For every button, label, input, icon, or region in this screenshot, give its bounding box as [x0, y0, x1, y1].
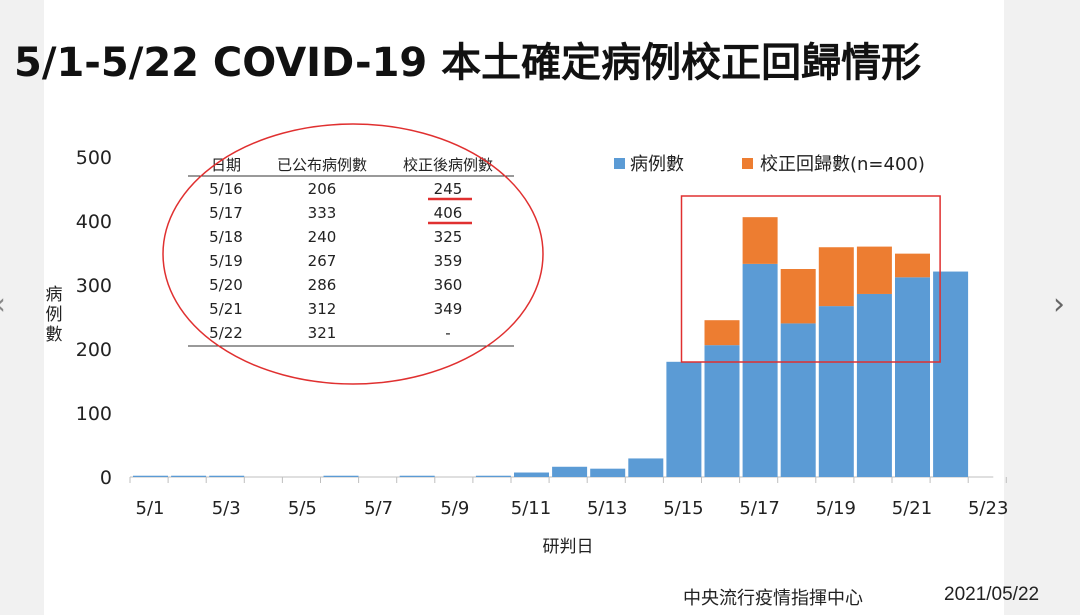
bar-cases-5-19 — [818, 306, 854, 477]
bar-cases-5-21 — [895, 277, 930, 477]
x-tick-label: 5/15 — [663, 498, 703, 519]
next-slide-button[interactable]: › — [1042, 275, 1076, 335]
footer-organization: 中央流行疫情指揮中心 — [683, 588, 863, 609]
table-cell: 359 — [434, 252, 463, 270]
table-cell: 5/21 — [209, 300, 243, 318]
table-cell: 321 — [308, 324, 337, 342]
bar-backlog-5-19 — [818, 247, 854, 307]
table-cell: 267 — [308, 252, 337, 270]
bar-cases-5-14 — [628, 458, 664, 477]
y-tick-label: 0 — [100, 467, 112, 489]
legend-swatch-backlog — [742, 158, 753, 169]
table-cell: 5/19 — [209, 252, 243, 270]
table-cell: 240 — [308, 228, 337, 246]
bar-cases-5-3 — [209, 475, 245, 477]
bar-backlog-5-16 — [704, 320, 740, 346]
bar-cases-5-13 — [590, 468, 626, 477]
bar-cases-5-12 — [552, 466, 588, 477]
table-header: 已公布病例數 — [277, 156, 367, 174]
x-axis-label: 研判日 — [543, 537, 594, 557]
bar-cases-5-18 — [780, 323, 816, 477]
x-tick-label: 5/11 — [511, 498, 551, 519]
bar-cases-5-11 — [514, 472, 549, 477]
table-highlight-ellipse — [162, 123, 544, 385]
x-tick-label: 5/23 — [968, 498, 1008, 519]
x-tick-label: 5/21 — [892, 498, 932, 519]
legend-label-backlog: 校正回歸數(n=400) — [760, 154, 925, 175]
y-axis-label: 數 — [46, 325, 63, 345]
table-cell: 325 — [434, 228, 463, 246]
bar-backlog-5-18 — [780, 269, 816, 324]
bar-cases-5-10 — [475, 475, 511, 477]
y-tick-label: 400 — [76, 211, 112, 233]
table-cell: 206 — [308, 180, 337, 198]
x-tick-label: 5/7 — [364, 498, 393, 519]
chevron-right-icon: › — [1053, 287, 1065, 322]
bar-backlog-5-20 — [856, 246, 892, 294]
bar-cases-5-15 — [666, 361, 702, 477]
bar-cases-5-6 — [323, 475, 359, 477]
table-cell: 5/20 — [209, 276, 243, 294]
table-cell: 5/16 — [209, 180, 243, 198]
bar-cases-5-1 — [133, 475, 168, 477]
x-tick-label: 5/1 — [136, 498, 165, 519]
x-tick-label: 5/17 — [739, 498, 779, 519]
x-tick-label: 5/19 — [816, 498, 856, 519]
y-tick-label: 100 — [76, 403, 112, 425]
table-cell: 5/22 — [209, 324, 243, 342]
table-cell: 5/18 — [209, 228, 243, 246]
x-tick-label: 5/3 — [212, 498, 241, 519]
legend-swatch-cases — [614, 158, 625, 169]
table-header: 日期 — [211, 156, 241, 174]
bar-cases-5-8 — [399, 475, 435, 477]
x-tick-label: 5/9 — [440, 498, 469, 519]
x-tick-label: 5/13 — [587, 498, 627, 519]
table-cell: 245 — [434, 180, 463, 198]
bar-cases-5-2 — [171, 475, 207, 477]
table-cell: 349 — [434, 300, 463, 318]
y-tick-label: 200 — [76, 339, 112, 361]
y-tick-label: 500 — [76, 147, 112, 169]
table-cell: 333 — [308, 204, 337, 222]
page-title: 5/1-5/22 COVID-19 本土確定病例校正回歸情形 — [14, 40, 922, 86]
table-cell: - — [445, 324, 450, 342]
bar-backlog-5-17 — [742, 217, 778, 264]
left-gutter — [0, 0, 44, 615]
y-axis-label: 病 — [46, 285, 63, 305]
table-cell: 360 — [434, 276, 463, 294]
table-cell: 406 — [434, 204, 463, 222]
prev-slide-button[interactable]: ‹ — [0, 275, 20, 335]
y-axis-label: 例 — [46, 305, 63, 325]
x-tick-label: 5/5 — [288, 498, 317, 519]
y-tick-label: 300 — [76, 275, 112, 297]
bar-cases-5-20 — [856, 293, 892, 477]
bar-cases-5-22 — [933, 271, 969, 477]
right-gutter — [1004, 0, 1080, 615]
bar-cases-5-17 — [742, 263, 778, 477]
highlight-box — [680, 195, 941, 363]
table-cell: 5/17 — [209, 204, 243, 222]
table-cell: 286 — [308, 276, 337, 294]
footer-date: 2021/05/22 — [944, 584, 1040, 605]
table-cell: 312 — [308, 300, 337, 318]
bar-cases-5-16 — [704, 345, 740, 477]
bar-backlog-5-21 — [895, 253, 930, 278]
legend-label-cases: 病例數 — [630, 154, 684, 175]
chevron-left-icon: ‹ — [0, 287, 6, 322]
table-header: 校正後病例數 — [403, 156, 493, 174]
